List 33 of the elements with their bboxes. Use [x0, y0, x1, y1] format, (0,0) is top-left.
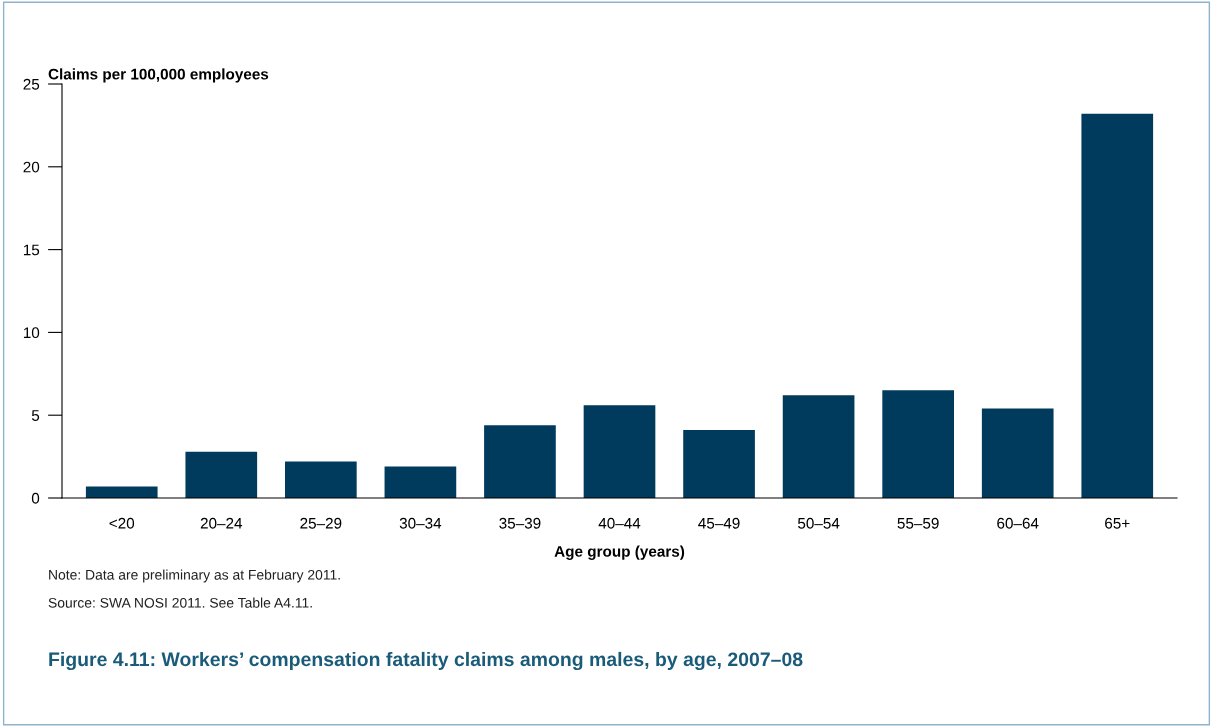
x-tick-label: 25–29 — [300, 517, 342, 529]
bar — [782, 395, 855, 498]
bar — [1081, 113, 1154, 498]
x-tick-label: 65+ — [1105, 517, 1130, 529]
source-note: Source: SWA NOSI 2011. See Table A4.11. — [48, 597, 312, 608]
x-tick-label: 40–44 — [598, 517, 641, 529]
bar — [85, 486, 158, 498]
y-tick-label: 25 — [23, 78, 40, 90]
y-tick-label: 10 — [23, 327, 40, 339]
x-tick-label: 60–64 — [997, 517, 1039, 529]
y-axis-title: Claims per 100,000 employees — [48, 68, 269, 83]
bar — [683, 430, 755, 498]
bar — [583, 405, 656, 498]
x-tick-label: 55–59 — [897, 517, 939, 529]
text: Figure 4.11: Workers’ compensation fatality claims among males, by age, 2007–08 — [49, 651, 803, 671]
x-tick-label: 20–24 — [200, 517, 243, 529]
y-tick-label: 5 — [31, 410, 40, 421]
y-tick-label: 20 — [23, 161, 40, 173]
bar — [185, 451, 258, 498]
text: Note: Data are preliminary as at February 2011. — [49, 569, 340, 583]
bar — [285, 461, 357, 498]
x-tick-label: 45–49 — [698, 517, 740, 529]
bar — [882, 390, 954, 498]
x-axis-title: Age group (years) — [554, 545, 685, 560]
x-tick-label: <20 — [109, 517, 135, 529]
bar — [484, 425, 556, 498]
x-tick-label: 35–39 — [499, 517, 541, 529]
x-tick-label: 30–34 — [399, 517, 442, 529]
bar — [384, 466, 457, 498]
bar — [981, 408, 1054, 498]
x-tick-label: 50–54 — [797, 517, 840, 529]
y-tick-label: 0 — [31, 492, 40, 504]
y-tick-label: 15 — [23, 244, 40, 256]
